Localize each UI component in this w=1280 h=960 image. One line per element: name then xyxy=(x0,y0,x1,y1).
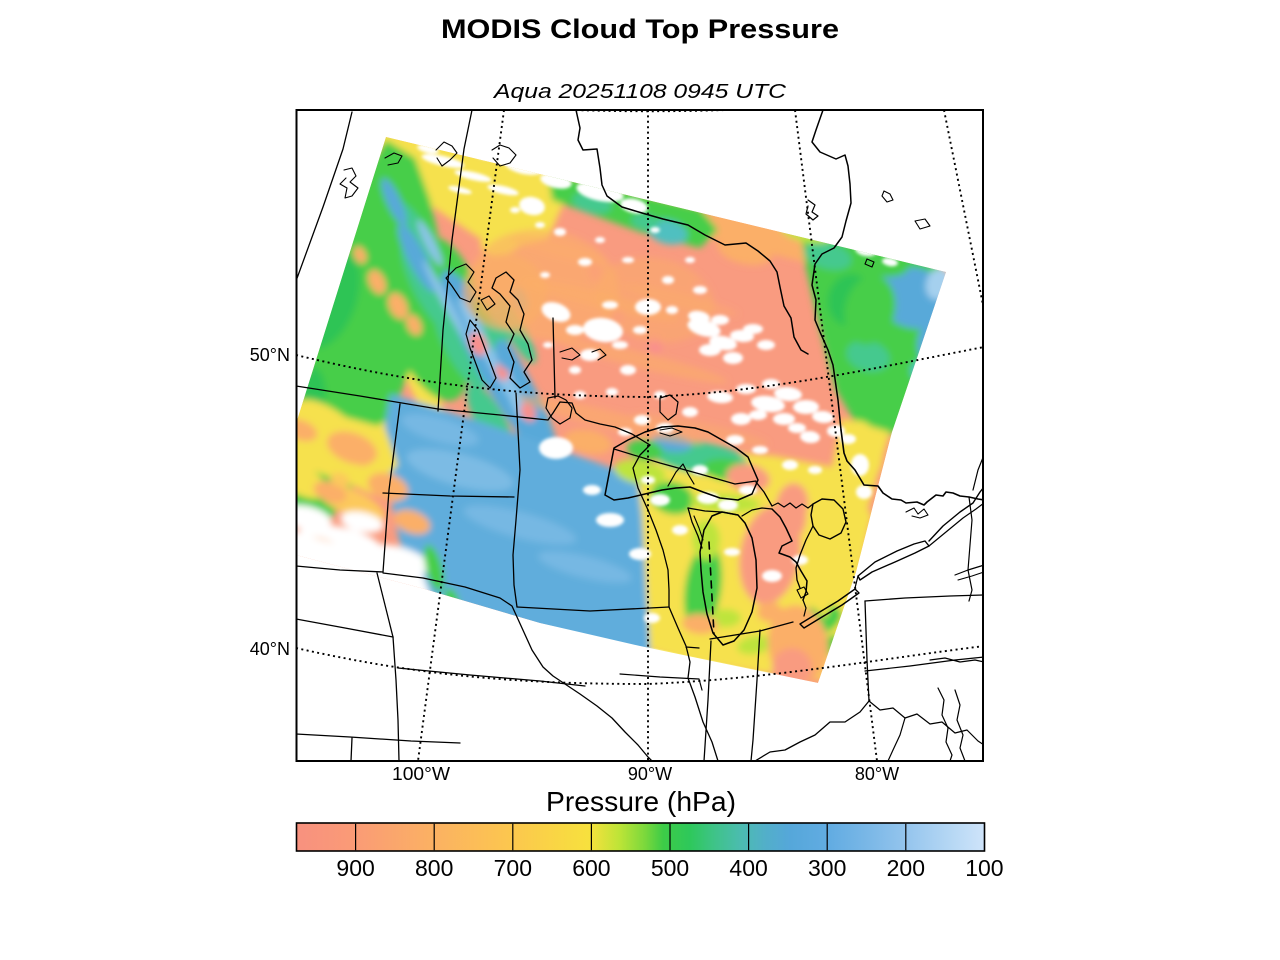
svg-text:400: 400 xyxy=(729,855,767,881)
svg-text:200: 200 xyxy=(887,855,925,881)
svg-text:Pressure (hPa): Pressure (hPa) xyxy=(546,786,736,817)
svg-text:MODIS Cloud Top Pressure: MODIS Cloud Top Pressure xyxy=(441,14,839,44)
svg-text:100°W: 100°W xyxy=(392,764,450,784)
svg-text:100: 100 xyxy=(965,855,1003,881)
svg-text:900: 900 xyxy=(336,855,374,881)
svg-text:700: 700 xyxy=(494,855,532,881)
svg-text:50°N: 50°N xyxy=(250,345,290,365)
svg-text:600: 600 xyxy=(572,855,610,881)
svg-text:800: 800 xyxy=(415,855,453,881)
svg-text:500: 500 xyxy=(651,855,689,881)
svg-text:Aqua 20251108 0945 UTC: Aqua 20251108 0945 UTC xyxy=(493,81,787,103)
svg-text:300: 300 xyxy=(808,855,846,881)
svg-text:80°W: 80°W xyxy=(855,764,899,784)
svg-text:90°W: 90°W xyxy=(628,764,672,784)
svg-text:40°N: 40°N xyxy=(250,639,290,659)
